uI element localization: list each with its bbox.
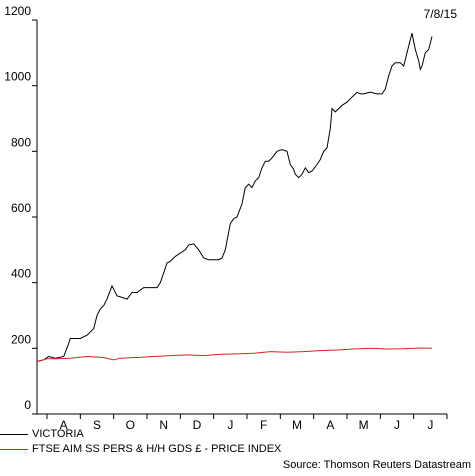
y-tick-label: 200	[11, 332, 31, 346]
x-tick-label: O	[126, 418, 135, 432]
x-tick-label: A	[60, 418, 68, 432]
series-line-victoria	[36, 32, 433, 362]
legend-label-victoria: VICTORIA	[32, 428, 84, 440]
x-tick-label: M	[359, 418, 369, 432]
x-tick-label: J	[227, 418, 233, 432]
x-tick-label: J	[427, 418, 433, 432]
chart-series	[36, 32, 433, 362]
legend-swatch-ftse	[0, 448, 28, 450]
y-tick-label: 600	[11, 201, 31, 215]
x-tick-label: J	[394, 418, 400, 432]
y-tick-label: 800	[11, 135, 31, 149]
legend-label-ftse: FTSE AIM SS PERS & H/H GDS £ - PRICE IND…	[32, 443, 282, 455]
y-tick-label: 0	[24, 398, 31, 412]
y-tick-label: 1000	[4, 70, 31, 84]
x-tick-label: A	[326, 418, 334, 432]
legend-item-ftse: FTSE AIM SS PERS & H/H GDS £ - PRICE IND…	[0, 443, 281, 455]
chart-axes: 0 200 400 600 800 1000 1200 A S O N D J F M A M J J	[4, 4, 448, 432]
y-tick-label: 1200	[4, 4, 31, 18]
source-note: Source: Thomson Reuters Datastream	[282, 459, 471, 471]
y-tick-label: 400	[11, 267, 31, 281]
x-tick-label: D	[193, 418, 202, 432]
series-line-ftse	[36, 347, 433, 362]
x-tick-label: M	[292, 418, 302, 432]
x-tick-label: N	[159, 418, 168, 432]
legend-swatch-victoria	[0, 433, 28, 435]
x-tick-label: F	[260, 418, 267, 432]
x-tick-label: S	[93, 418, 101, 432]
chart-date: 7/8/15	[423, 7, 457, 21]
legend-item-victoria: VICTORIA	[0, 428, 84, 440]
